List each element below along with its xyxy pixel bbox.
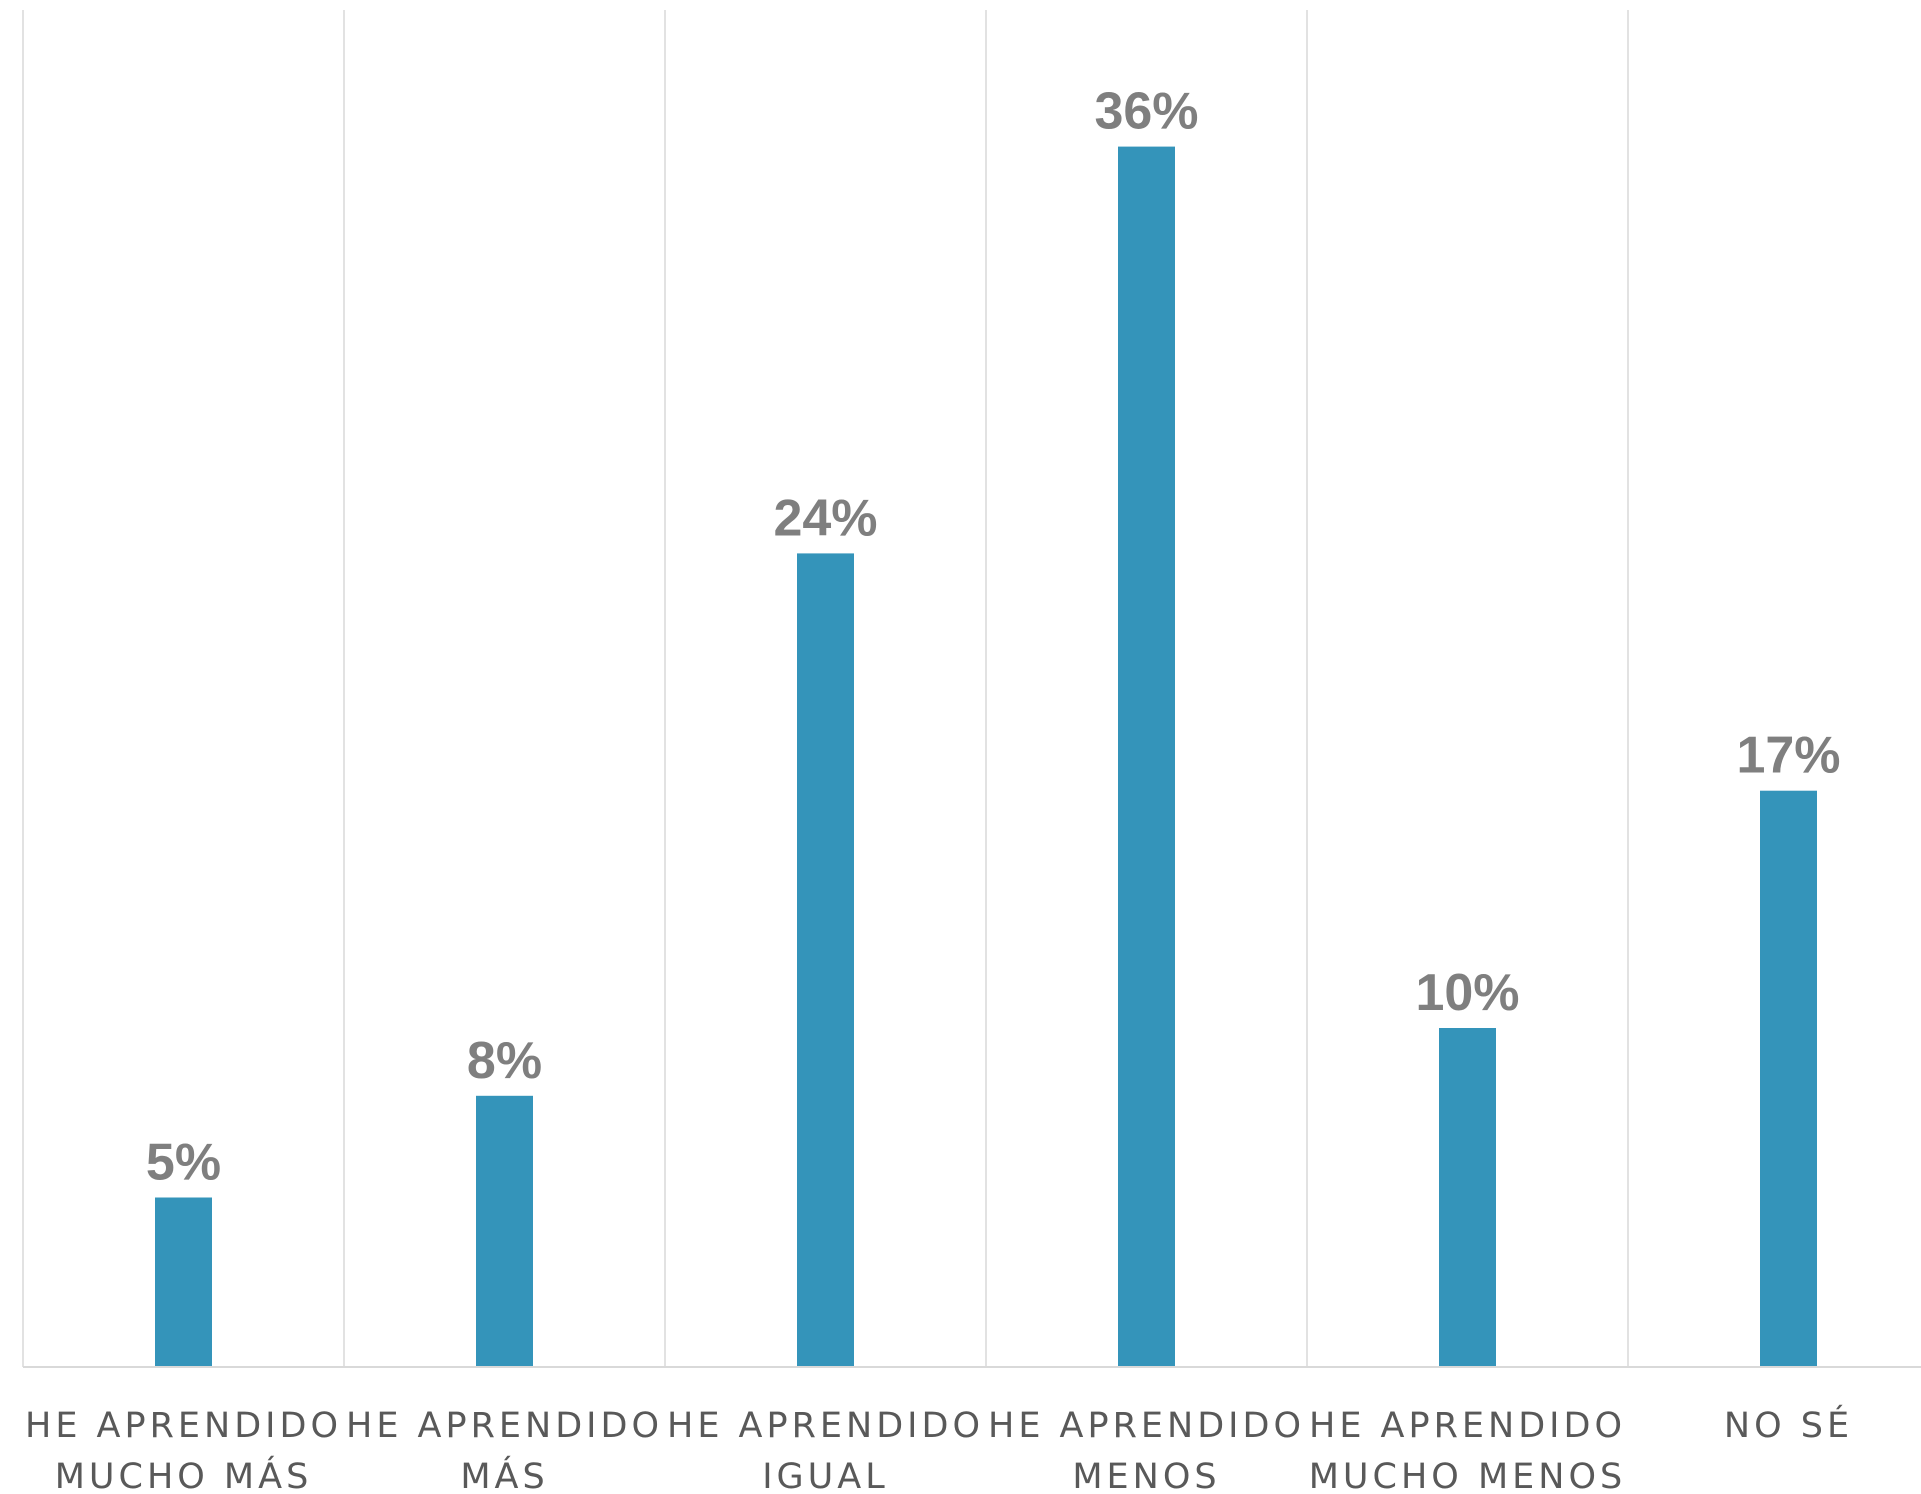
category-label: HE APRENDIDO MÁS bbox=[346, 1406, 663, 1494]
data-label: 36% bbox=[1094, 83, 1198, 141]
category-label: HE APRENDIDO MENOS bbox=[988, 1406, 1305, 1494]
bar bbox=[797, 553, 854, 1367]
data-label: 17% bbox=[1736, 727, 1840, 785]
data-label: 8% bbox=[467, 1032, 542, 1090]
data-label: 24% bbox=[773, 489, 877, 547]
category-label: HE APRENDIDO IGUAL bbox=[667, 1406, 984, 1494]
category-label: NO SÉ bbox=[1724, 1404, 1853, 1446]
gridlines bbox=[22, 10, 1629, 1367]
bar bbox=[155, 1197, 212, 1367]
data-label: 10% bbox=[1415, 964, 1519, 1022]
category-label: HE APRENDIDO MUCHO MÁS bbox=[25, 1406, 342, 1494]
bar bbox=[1439, 1028, 1496, 1367]
bar bbox=[1118, 146, 1175, 1368]
bars bbox=[155, 146, 1817, 1368]
category-label: HE APRENDIDO MUCHO MENOS bbox=[1309, 1406, 1627, 1494]
bar bbox=[1760, 790, 1817, 1367]
bar bbox=[476, 1095, 533, 1367]
data-label: 5% bbox=[146, 1134, 221, 1192]
data-labels: 5% 8% 24% 36% 10% 17% bbox=[146, 83, 1841, 1192]
